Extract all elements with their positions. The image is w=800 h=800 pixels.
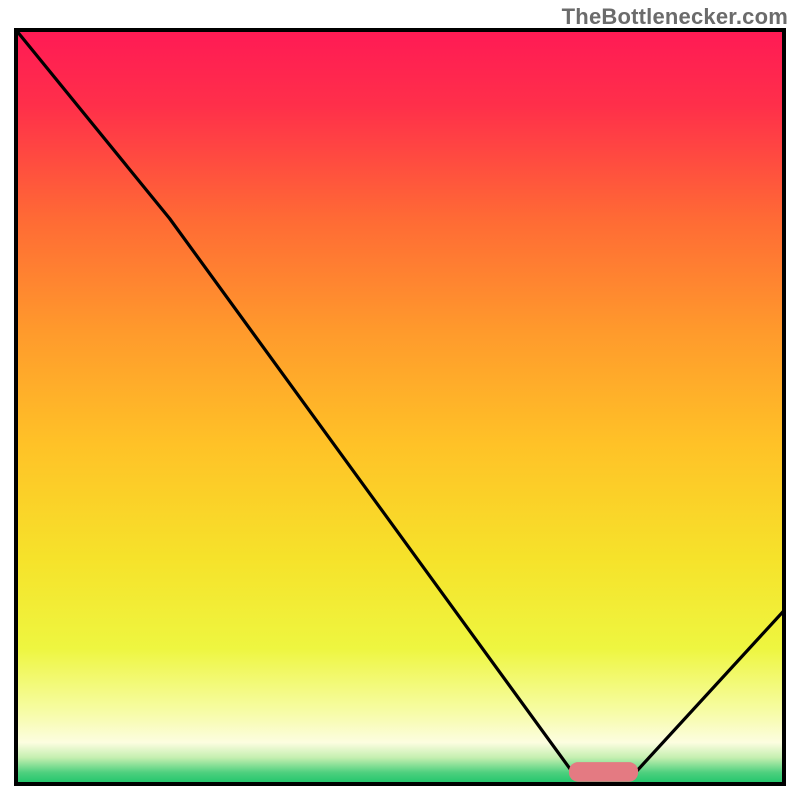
gradient-background	[16, 30, 784, 784]
attribution-text: TheBottlenecker.com	[562, 4, 788, 30]
chart-svg	[14, 28, 786, 786]
marker-bar	[569, 762, 638, 782]
chart-container: TheBottlenecker.com	[0, 0, 800, 800]
